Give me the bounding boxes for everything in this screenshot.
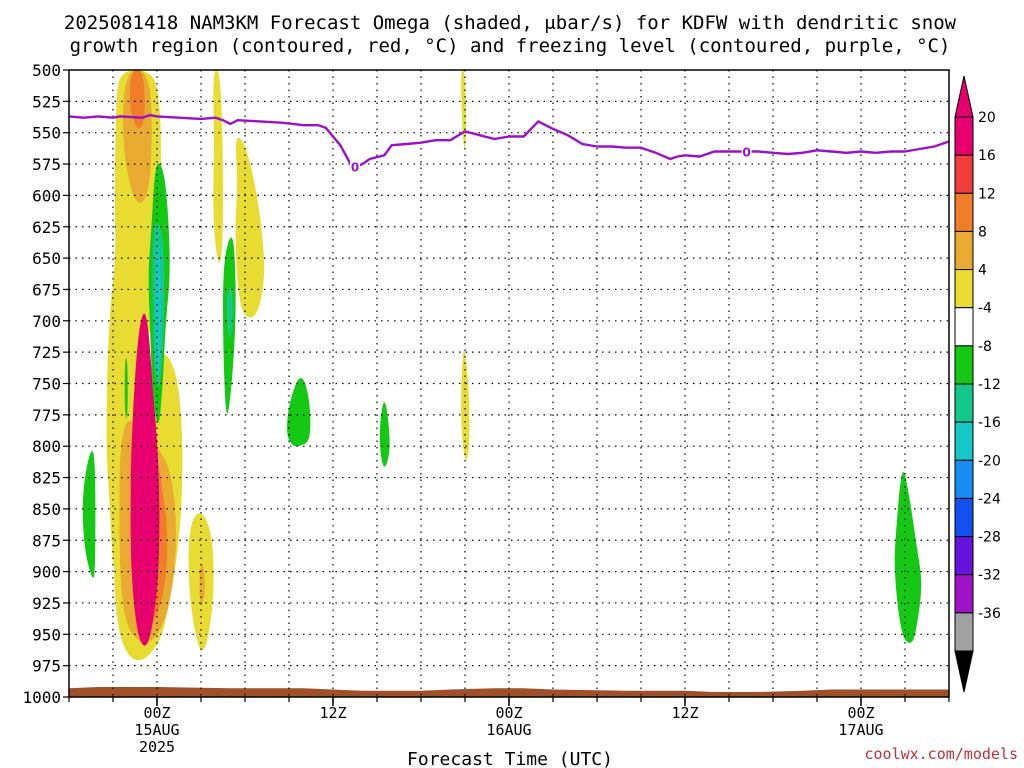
y-tick-label-625: 625 [32,218,61,237]
omega-region-22 [894,471,922,643]
freezing-label-bg-0 [350,159,360,173]
omega-region-18 [226,287,233,338]
colorbar-bin-0 [954,116,974,156]
y-tick-label-875: 875 [32,531,61,550]
omega-region-20 [287,377,311,447]
colorbar-label-0: 20 [978,110,996,126]
colorbar-label-4: 4 [978,263,987,279]
colorbar-bin-1 [954,154,974,194]
x-tick-label-48-0: 00Z [847,704,874,722]
colorbar-label-6: -8 [978,339,992,355]
freezing-level-label-1: 0 [742,146,750,160]
x-tick-label-0-0: 00Z [143,704,170,722]
y-tick-label-650: 650 [32,249,61,268]
colorbar-bin-2 [954,192,974,232]
colorbar-bin-8 [954,421,974,461]
x-tick-label-48-1: 17AUG [838,721,883,739]
colorbar-bin-6 [954,345,974,385]
y-tick-label-950: 950 [32,625,61,644]
colorbar-label-9: -20 [978,453,1001,469]
freezing-label-bg-1 [741,144,752,158]
freezing-level-layer: 00 [69,113,949,175]
x-tick-label-0-2: 2025 [139,738,175,756]
omega-region-12 [461,350,470,461]
colorbar-top-arrow [954,75,974,118]
colorbar-bottom-arrow [954,650,974,693]
x-tick-label-36-0: 12Z [671,704,698,722]
credit-text: coolwx.com/models [864,745,1018,763]
omega-region-19 [124,358,128,419]
y-tick-label-675: 675 [32,280,61,299]
omega-shading [82,70,922,661]
y-tick-label-800: 800 [32,437,61,456]
y-tick-label-500: 500 [32,61,61,80]
y-tick-label-600: 600 [32,186,61,205]
chart-title-line-2: growth region (contoured, red, °C) and f… [70,35,951,57]
colorbar-label-5: -4 [978,301,992,317]
omega-region-10 [199,564,205,605]
omega-region-21 [379,402,390,467]
colorbar-label-10: -24 [978,491,1001,507]
colorbar-bin-3 [954,230,974,271]
y-tick-label-550: 550 [32,124,61,143]
colorbar-label-7: -12 [978,377,1001,393]
omega-region-13 [82,451,96,578]
y-tick-label-575: 575 [32,155,61,174]
colorbar-bin-9 [954,459,974,499]
y-tick-label-900: 900 [32,563,61,582]
freezing-level-line [69,113,949,168]
colorbar-bin-10 [954,497,974,538]
omega-region-4 [129,70,145,129]
y-tick-label-750: 750 [32,375,61,394]
colorbar-bin-4 [954,269,974,309]
y-tick-label-825: 825 [32,469,61,488]
x-tick-label-12-0: 12Z [319,704,346,722]
colorbar-label-13: -36 [978,606,1001,622]
omega-region-7 [213,70,223,263]
freezing-level-label-0: 0 [351,161,359,175]
colorbar-label-8: -16 [978,415,1001,431]
x-tick-label-24-1: 16AUG [486,721,531,739]
colorbar-bin-13 [954,612,974,652]
colorbar-label-11: -28 [978,530,1001,546]
colorbar: 20 16 12 8 4 -4 -8 -12 -16 -20 -24 -28 -32 -36 [954,75,1001,693]
y-axis: 500 525 550 575 600 625 650 675 700 725 750 775 800 8… [22,61,69,707]
chart-title-line-1: 2025081418 NAM3KM Forecast Omega (shaded… [64,12,957,34]
colorbar-bin-5 [954,307,974,347]
y-tick-label-700: 700 [32,312,61,331]
omega-region-8 [235,137,265,318]
y-tick-label-1000: 1000 [22,688,61,707]
colorbar-label-12: -32 [978,568,1001,584]
y-tick-label-775: 775 [32,406,61,425]
x-tick-label-24-0: 00Z [495,704,522,722]
x-axis-label: Forecast Time (UTC) [407,749,613,768]
colorbar-bin-11 [954,536,974,576]
omega-region-6 [130,313,160,646]
colorbar-label-1: 16 [978,148,996,164]
y-tick-label-925: 925 [32,594,61,613]
y-tick-label-975: 975 [32,657,61,676]
omega-region-16 [155,245,161,375]
colorbar-label-3: 8 [978,224,987,240]
plot-grid [69,70,949,697]
colorbar-bin-12 [954,574,974,614]
colorbar-label-2: 12 [978,186,996,202]
colorbar-bin-7 [954,383,974,423]
y-tick-label-850: 850 [32,500,61,519]
x-tick-label-0-1: 15AUG [134,721,179,739]
y-tick-label-525: 525 [32,92,61,111]
y-tick-label-725: 725 [32,343,61,362]
